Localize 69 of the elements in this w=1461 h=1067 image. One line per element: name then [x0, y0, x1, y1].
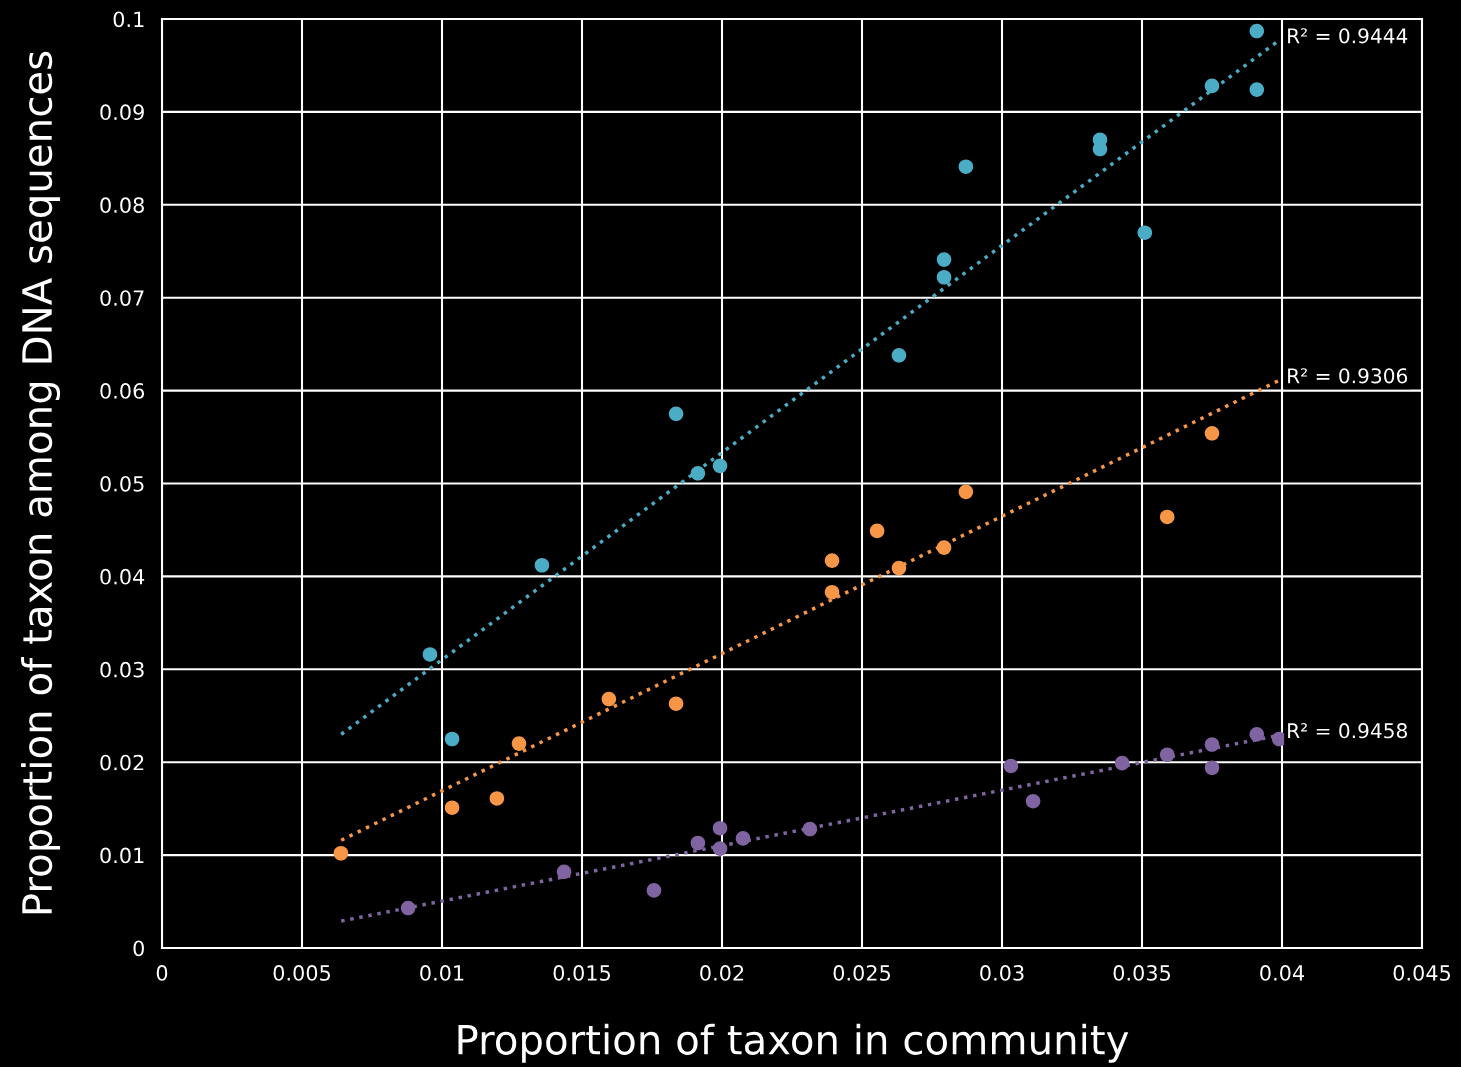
- point: [646, 883, 662, 898]
- point: [712, 458, 728, 474]
- x-tick-label: 0.02: [700, 965, 744, 981]
- point: [444, 800, 460, 815]
- y-axis-title: Proportion of taxon among DNA sequences: [21, 51, 61, 914]
- x-tick-label: 0.03: [980, 965, 1024, 981]
- point: [333, 845, 349, 861]
- point: [1159, 747, 1175, 763]
- x-tick-label: 0: [156, 965, 168, 981]
- y-tick-label: 0.08: [100, 197, 144, 214]
- y-tick-label: 0.03: [100, 661, 144, 678]
- point: [489, 791, 505, 806]
- point: [1137, 225, 1153, 240]
- point: [1249, 727, 1265, 742]
- point: [712, 841, 728, 856]
- point: [936, 252, 952, 267]
- y-tick-label: 0.09: [100, 104, 144, 121]
- point: [891, 348, 907, 363]
- annotation: R² = 0.9444: [1288, 28, 1408, 44]
- point: [690, 466, 706, 481]
- point: [735, 831, 751, 846]
- x-tick-label: 0.035: [1113, 965, 1170, 981]
- x-axis-title: Proportion of taxon in community: [458, 1023, 1129, 1063]
- x-tick-label: 0.005: [273, 965, 330, 981]
- point: [444, 731, 460, 747]
- point: [824, 553, 840, 568]
- point: [891, 560, 907, 576]
- point: [601, 691, 617, 707]
- point: [668, 406, 684, 422]
- annotation: R² = 0.9458: [1288, 723, 1407, 739]
- annotation: R² = 0.9306: [1288, 368, 1408, 384]
- point: [556, 864, 572, 880]
- point: [668, 696, 684, 711]
- y-tick-label: 0.02: [100, 754, 144, 771]
- point: [1249, 82, 1265, 97]
- point: [958, 484, 974, 500]
- point: [400, 900, 416, 916]
- y-tick-label: 0.06: [100, 383, 145, 399]
- point: [1204, 760, 1220, 776]
- x-tick-label: 0.045: [1393, 965, 1450, 981]
- point: [936, 269, 952, 285]
- point: [534, 557, 550, 573]
- point: [1025, 793, 1041, 809]
- y-tick-label: 0.07: [100, 290, 144, 306]
- y-tick-label: 0.01: [100, 847, 144, 864]
- point: [1159, 509, 1175, 525]
- y-tick-label: 0.04: [100, 568, 145, 585]
- point: [936, 540, 952, 555]
- y-tick-label: 0: [133, 940, 144, 957]
- point: [511, 736, 527, 751]
- x-tick-label: 0.015: [553, 965, 610, 981]
- point: [1249, 23, 1265, 39]
- point: [712, 820, 728, 836]
- point: [1204, 78, 1220, 94]
- point: [1114, 755, 1130, 771]
- point: [824, 584, 840, 600]
- point: [1204, 426, 1220, 441]
- y-tick-label: 0.05: [100, 475, 144, 492]
- point: [690, 835, 706, 851]
- y-tick-label: 0.1: [113, 11, 144, 28]
- point: [869, 523, 885, 539]
- x-tick-label: 0.025: [833, 965, 890, 981]
- point: [1204, 737, 1220, 752]
- point: [958, 159, 974, 174]
- point: [1003, 758, 1019, 774]
- point: [802, 821, 818, 837]
- x-tick-label: 0.04: [1260, 965, 1305, 981]
- x-tick-label: 0.01: [420, 965, 464, 981]
- point: [422, 647, 438, 662]
